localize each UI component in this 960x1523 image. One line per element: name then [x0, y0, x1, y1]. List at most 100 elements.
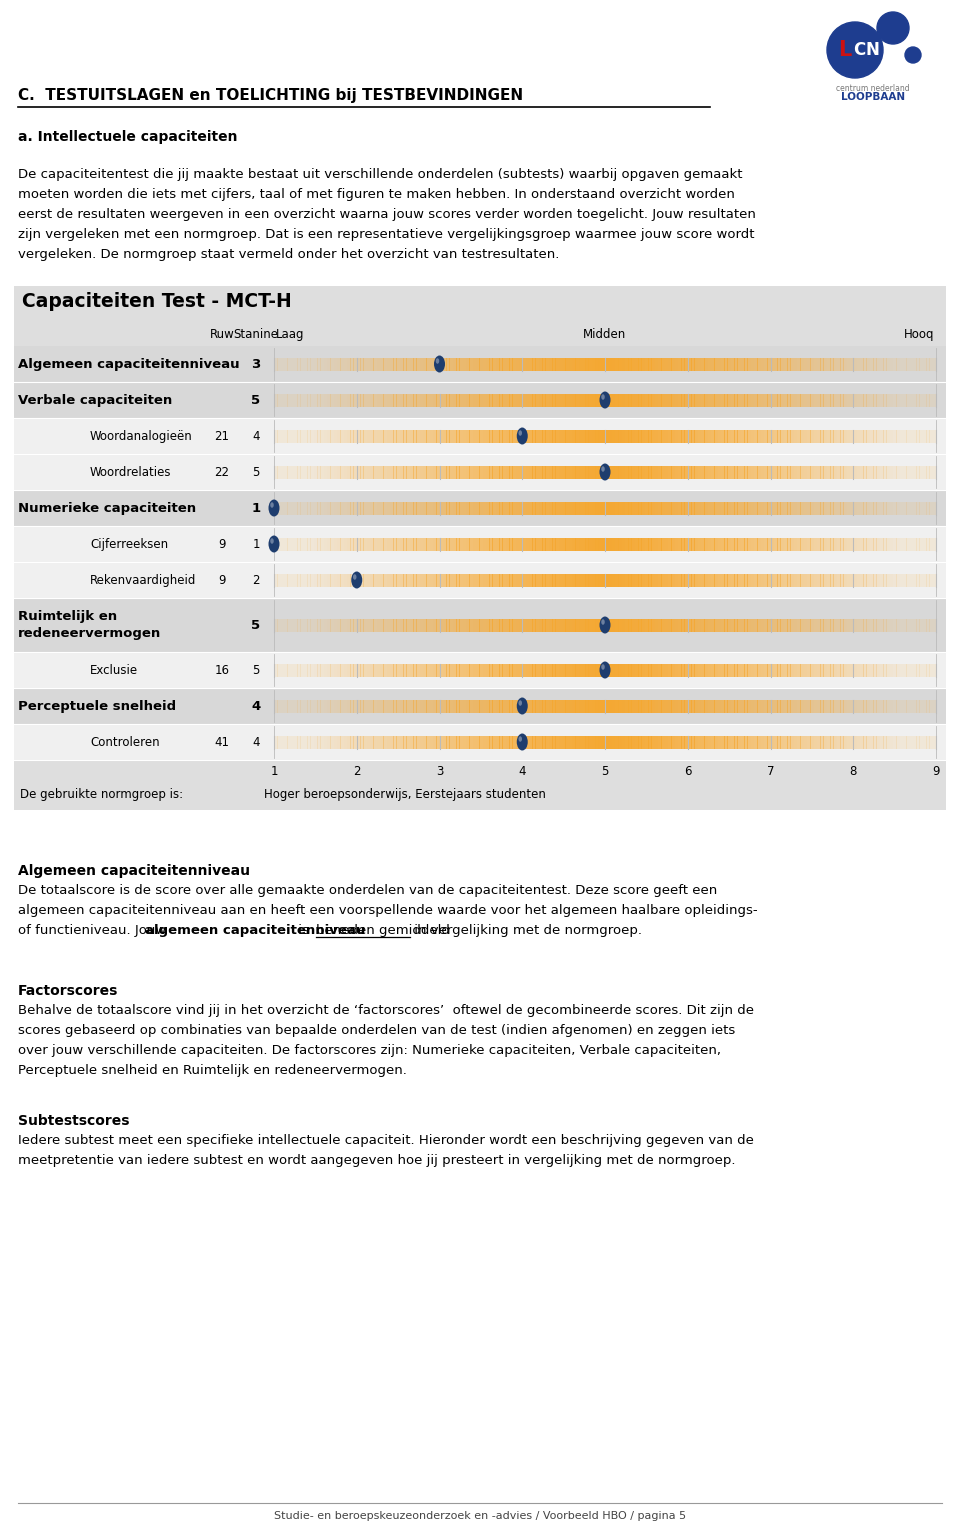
FancyBboxPatch shape [638, 736, 642, 748]
FancyBboxPatch shape [509, 501, 513, 515]
FancyBboxPatch shape [860, 538, 864, 550]
FancyBboxPatch shape [572, 736, 576, 748]
FancyBboxPatch shape [509, 466, 513, 478]
FancyBboxPatch shape [595, 393, 599, 407]
FancyBboxPatch shape [595, 501, 599, 515]
FancyBboxPatch shape [853, 538, 857, 550]
FancyBboxPatch shape [747, 664, 751, 676]
FancyBboxPatch shape [469, 466, 473, 478]
FancyBboxPatch shape [440, 501, 444, 515]
FancyBboxPatch shape [380, 618, 384, 632]
FancyBboxPatch shape [609, 664, 612, 676]
FancyBboxPatch shape [651, 699, 655, 713]
FancyBboxPatch shape [357, 664, 361, 676]
FancyBboxPatch shape [890, 736, 894, 748]
FancyBboxPatch shape [449, 501, 453, 515]
FancyBboxPatch shape [721, 358, 725, 370]
FancyBboxPatch shape [274, 574, 277, 586]
FancyBboxPatch shape [615, 393, 619, 407]
FancyBboxPatch shape [532, 429, 536, 443]
FancyBboxPatch shape [876, 358, 880, 370]
FancyBboxPatch shape [830, 429, 834, 443]
Text: 4: 4 [252, 429, 260, 443]
FancyBboxPatch shape [595, 538, 599, 550]
FancyBboxPatch shape [495, 429, 499, 443]
FancyBboxPatch shape [641, 664, 645, 676]
FancyBboxPatch shape [731, 574, 734, 586]
FancyBboxPatch shape [807, 466, 810, 478]
FancyBboxPatch shape [446, 664, 450, 676]
FancyBboxPatch shape [582, 699, 586, 713]
FancyBboxPatch shape [490, 538, 493, 550]
FancyBboxPatch shape [824, 466, 828, 478]
FancyBboxPatch shape [499, 501, 503, 515]
FancyBboxPatch shape [790, 466, 794, 478]
FancyBboxPatch shape [741, 736, 745, 748]
FancyBboxPatch shape [900, 501, 903, 515]
FancyBboxPatch shape [357, 393, 361, 407]
FancyBboxPatch shape [433, 574, 437, 586]
FancyBboxPatch shape [506, 618, 510, 632]
FancyBboxPatch shape [310, 429, 314, 443]
FancyBboxPatch shape [804, 466, 807, 478]
FancyBboxPatch shape [350, 429, 354, 443]
FancyBboxPatch shape [615, 538, 619, 550]
FancyBboxPatch shape [536, 393, 540, 407]
FancyBboxPatch shape [472, 466, 476, 478]
FancyBboxPatch shape [853, 574, 857, 586]
FancyBboxPatch shape [837, 618, 841, 632]
FancyBboxPatch shape [933, 501, 937, 515]
FancyBboxPatch shape [516, 664, 519, 676]
FancyBboxPatch shape [509, 358, 513, 370]
Text: 9: 9 [218, 538, 226, 550]
FancyBboxPatch shape [906, 618, 910, 632]
FancyBboxPatch shape [820, 664, 824, 676]
FancyBboxPatch shape [764, 466, 768, 478]
FancyBboxPatch shape [367, 574, 371, 586]
FancyBboxPatch shape [675, 393, 679, 407]
FancyBboxPatch shape [701, 501, 705, 515]
FancyBboxPatch shape [605, 501, 609, 515]
FancyBboxPatch shape [330, 501, 334, 515]
FancyBboxPatch shape [890, 466, 894, 478]
FancyBboxPatch shape [923, 538, 926, 550]
FancyBboxPatch shape [737, 538, 741, 550]
FancyBboxPatch shape [933, 736, 937, 748]
FancyBboxPatch shape [698, 618, 702, 632]
FancyBboxPatch shape [327, 358, 331, 370]
FancyBboxPatch shape [794, 538, 798, 550]
FancyBboxPatch shape [291, 466, 295, 478]
FancyBboxPatch shape [879, 574, 883, 586]
FancyBboxPatch shape [310, 393, 314, 407]
FancyBboxPatch shape [675, 429, 679, 443]
FancyBboxPatch shape [516, 538, 519, 550]
Ellipse shape [351, 571, 362, 588]
FancyBboxPatch shape [469, 664, 473, 676]
FancyBboxPatch shape [771, 358, 775, 370]
Ellipse shape [518, 431, 522, 436]
FancyBboxPatch shape [453, 538, 457, 550]
Ellipse shape [434, 355, 445, 373]
FancyBboxPatch shape [890, 664, 894, 676]
FancyBboxPatch shape [916, 429, 920, 443]
FancyBboxPatch shape [598, 393, 602, 407]
FancyBboxPatch shape [469, 574, 473, 586]
FancyBboxPatch shape [648, 574, 652, 586]
FancyBboxPatch shape [741, 618, 745, 632]
FancyBboxPatch shape [536, 699, 540, 713]
FancyBboxPatch shape [893, 501, 897, 515]
FancyBboxPatch shape [284, 618, 288, 632]
Circle shape [827, 21, 883, 78]
FancyBboxPatch shape [353, 501, 357, 515]
FancyBboxPatch shape [714, 574, 718, 586]
FancyBboxPatch shape [751, 358, 755, 370]
Text: Rekenvaardigheid: Rekenvaardigheid [90, 574, 197, 586]
FancyBboxPatch shape [883, 466, 887, 478]
FancyBboxPatch shape [387, 699, 391, 713]
FancyBboxPatch shape [801, 466, 804, 478]
FancyBboxPatch shape [423, 664, 427, 676]
FancyBboxPatch shape [370, 664, 373, 676]
FancyBboxPatch shape [472, 699, 476, 713]
FancyBboxPatch shape [294, 618, 298, 632]
Text: algemeen capaciteitenniveau: algemeen capaciteitenniveau [145, 924, 366, 937]
